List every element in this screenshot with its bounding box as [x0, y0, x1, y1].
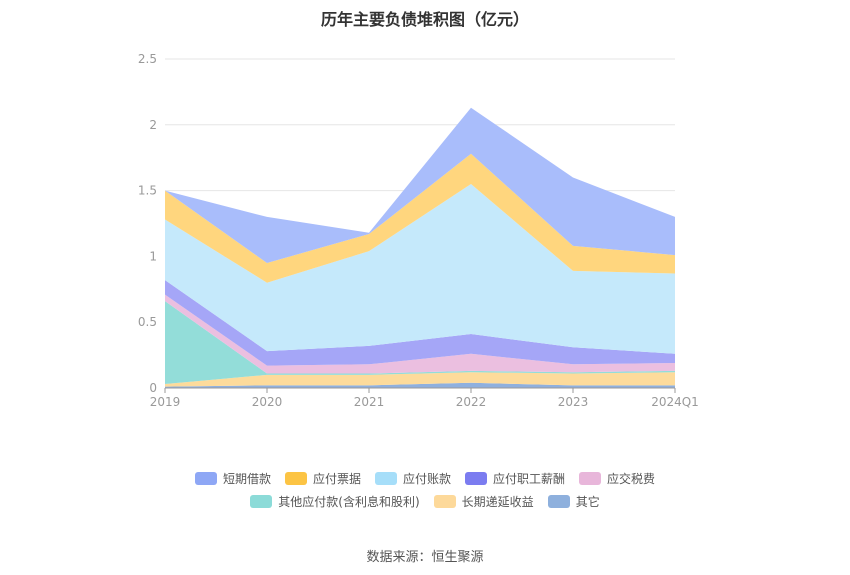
- series-areas: [165, 107, 675, 388]
- legend-item[interactable]: 应付票据: [284, 470, 361, 487]
- stacked-area-chart: 0 0.5 1 1.5 2 2.5 2019 2020 2021 2022 2023 2024Q1: [138, 52, 699, 409]
- legend-swatch: [579, 472, 602, 485]
- legend: 短期借款 应付票据 应付账款 应付职工薪酬 应交税费 其他应付款(含利息和股利) 长期递延…: [0, 470, 850, 516]
- legend-label: 应付职工薪酬: [493, 472, 566, 486]
- series-area-6: [165, 153, 675, 283]
- x-tick-label: 2023: [558, 395, 589, 409]
- legend-swatch: [465, 472, 487, 485]
- data-source: 数据来源：恒生聚源: [366, 550, 484, 565]
- legend-swatch: [250, 495, 273, 508]
- legend-label: 其它: [575, 495, 600, 509]
- series-area-7: [165, 107, 675, 263]
- series-area-3: [165, 294, 675, 374]
- legend-item[interactable]: 其它: [547, 493, 600, 510]
- x-tick-label: 2024Q1: [651, 395, 699, 409]
- legend-swatch: [433, 495, 456, 508]
- legend-swatch: [284, 472, 307, 485]
- legend-row-2: 其他应付款(含利息和股利) 长期递延收益 其它: [0, 493, 850, 510]
- legend-label: 应付账款: [402, 472, 451, 486]
- legend-row-1: 短期借款 应付票据 应付账款 应付职工薪酬 应交税费: [0, 470, 850, 487]
- x-tick-label: 2020: [252, 395, 283, 409]
- legend-swatch: [547, 495, 570, 508]
- x-tick-label: 2021: [354, 395, 385, 409]
- series-area-2: [165, 301, 675, 385]
- y-tick-label: 2.5: [138, 52, 157, 66]
- legend-label: 短期借款: [222, 472, 271, 486]
- y-tick-label: 0.5: [138, 315, 157, 329]
- chart-title: 历年主要负债堆积图（亿元）: [320, 10, 529, 29]
- series-area-4: [165, 280, 675, 366]
- legend-label: 长期递延收益: [461, 495, 534, 509]
- legend-label: 应付票据: [312, 472, 361, 486]
- legend-swatch: [194, 472, 217, 485]
- series-area-5: [165, 184, 675, 354]
- legend-item[interactable]: 短期借款: [194, 470, 271, 487]
- legend-item[interactable]: 其他应付款(含利息和股利): [250, 493, 420, 510]
- x-tick-label: 2019: [150, 395, 181, 409]
- legend-item[interactable]: 应付职工薪酬: [465, 470, 565, 487]
- legend-label: 其他应付款(含利息和股利): [278, 495, 420, 509]
- y-tick-label: 0: [149, 381, 157, 395]
- y-tick-label: 1: [149, 249, 157, 263]
- legend-item[interactable]: 应付账款: [374, 470, 451, 487]
- x-tick-label: 2022: [456, 395, 487, 409]
- y-tick-label: 1.5: [138, 184, 157, 198]
- x-axis-ticks: 2019 2020 2021 2022 2023 2024Q1: [150, 388, 699, 409]
- y-tick-label: 2: [149, 118, 157, 132]
- series-area-1: [165, 372, 675, 387]
- y-axis-ticks: 0 0.5 1 1.5 2 2.5: [138, 52, 157, 395]
- legend-label: 应交税费: [607, 472, 656, 486]
- legend-item[interactable]: 长期递延收益: [433, 493, 534, 510]
- legend-item[interactable]: 应交税费: [579, 470, 655, 487]
- legend-swatch: [374, 472, 397, 485]
- series-area-0: [165, 382, 675, 388]
